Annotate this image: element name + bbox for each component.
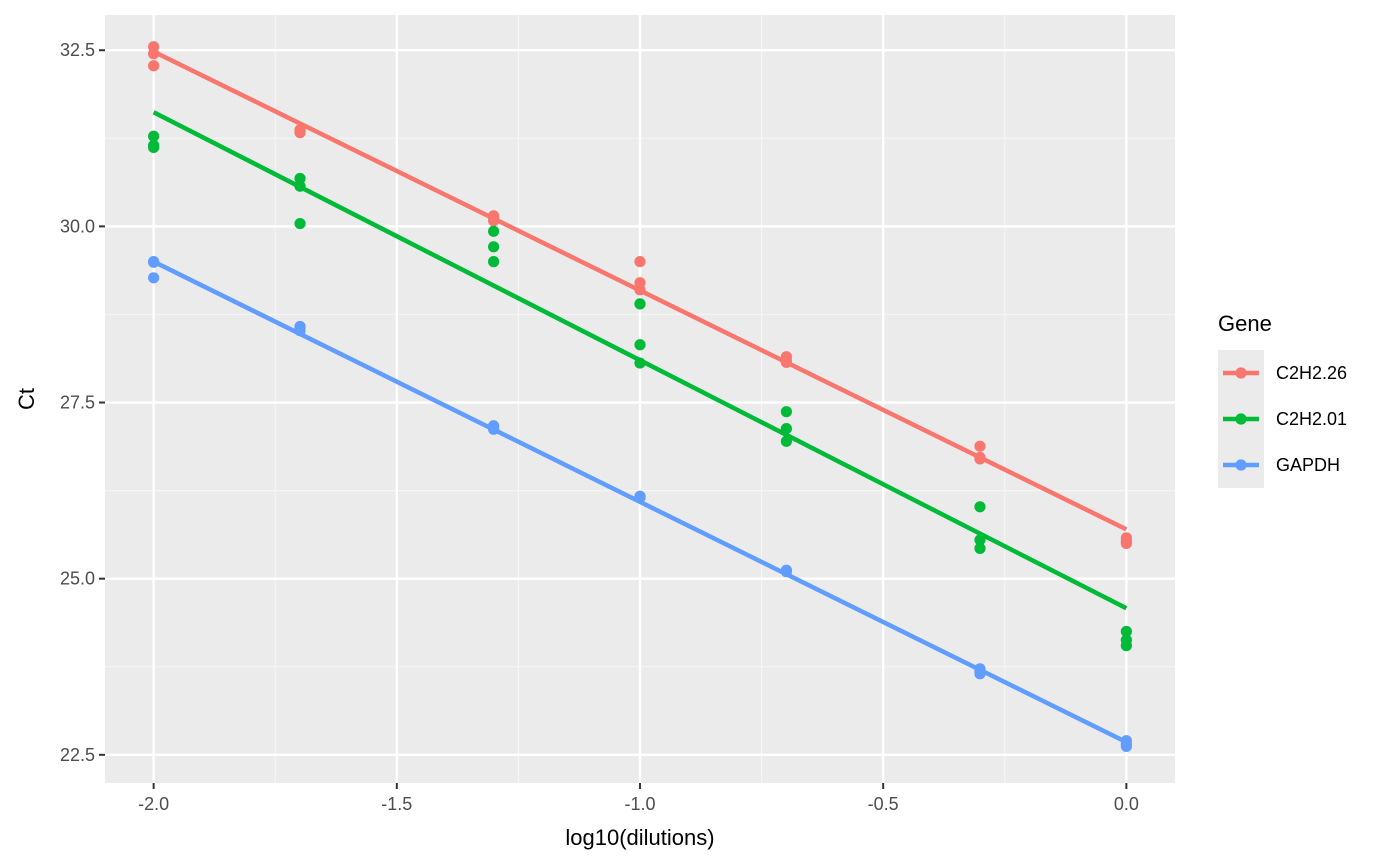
data-point-GAPDH xyxy=(974,668,986,680)
data-point-C2H2.01 xyxy=(1120,640,1132,652)
data-point-C2H2.26 xyxy=(148,60,160,72)
legend-key-point xyxy=(1235,413,1247,425)
x-tick-label: -1.5 xyxy=(381,794,412,814)
data-point-C2H2.26 xyxy=(148,48,160,60)
data-point-C2H2.01 xyxy=(488,225,500,237)
x-tick-label: -2.0 xyxy=(138,794,169,814)
data-points xyxy=(148,41,1132,752)
data-point-C2H2.26 xyxy=(488,215,500,227)
data-point-C2H2.01 xyxy=(634,339,646,351)
legend-title: Gene xyxy=(1218,311,1272,336)
x-tick-label: -0.5 xyxy=(868,794,899,814)
legend-label: C2H2.01 xyxy=(1276,409,1347,429)
data-point-GAPDH xyxy=(148,272,160,284)
legend: Gene C2H2.26 C2H2.01 GAPDH xyxy=(1218,311,1347,488)
y-tick-label: 30.0 xyxy=(60,216,95,236)
data-point-C2H2.01 xyxy=(488,241,500,253)
data-point-C2H2.01 xyxy=(634,357,646,369)
data-point-C2H2.26 xyxy=(1120,537,1132,550)
data-point-GAPDH xyxy=(294,325,306,337)
data-point-C2H2.26 xyxy=(974,453,986,465)
data-point-C2H2.01 xyxy=(148,141,160,154)
x-tick-label: -1.0 xyxy=(624,794,655,814)
data-point-C2H2.26 xyxy=(780,356,792,368)
data-point-C2H2.01 xyxy=(974,534,986,546)
y-tick-label: 25.0 xyxy=(60,569,95,589)
data-point-C2H2.26 xyxy=(974,440,986,452)
data-point-C2H2.01 xyxy=(974,542,986,554)
legend-label: C2H2.26 xyxy=(1276,363,1347,383)
legend-key-point xyxy=(1235,459,1247,471)
data-point-GAPDH xyxy=(488,423,500,435)
data-point-C2H2.26 xyxy=(634,284,646,296)
data-point-C2H2.01 xyxy=(974,501,986,513)
x-tick-label: 0.0 xyxy=(1114,794,1139,814)
data-point-GAPDH xyxy=(148,256,160,268)
x-axis-title: log10(dilutions) xyxy=(565,825,714,850)
y-axis-title: Ct xyxy=(14,388,39,410)
data-point-C2H2.01 xyxy=(780,422,792,435)
y-tick-label: 27.5 xyxy=(60,393,95,413)
data-point-C2H2.01 xyxy=(294,172,306,185)
y-tick-label: 32.5 xyxy=(60,40,95,60)
data-point-GAPDH xyxy=(780,566,792,578)
data-point-C2H2.01 xyxy=(148,130,160,142)
data-point-GAPDH xyxy=(634,492,646,504)
legend-label: GAPDH xyxy=(1276,455,1340,475)
data-point-C2H2.01 xyxy=(294,217,306,230)
data-point-C2H2.26 xyxy=(634,256,646,268)
x-axis: -2.0 -1.5 -1.0 -0.5 0.0 xyxy=(138,783,1139,814)
data-point-GAPDH xyxy=(1120,740,1132,752)
y-axis: 22.5 25.0 27.5 30.0 32.5 xyxy=(60,40,105,765)
data-point-C2H2.01 xyxy=(634,298,646,310)
y-tick-label: 22.5 xyxy=(60,745,95,765)
data-point-C2H2.01 xyxy=(294,180,306,192)
data-point-C2H2.01 xyxy=(780,435,792,447)
legend-key-point xyxy=(1235,367,1247,379)
data-point-C2H2.01 xyxy=(1120,625,1132,638)
data-point-C2H2.01 xyxy=(780,406,792,418)
data-point-C2H2.01 xyxy=(488,256,500,268)
data-point-C2H2.26 xyxy=(294,127,306,139)
